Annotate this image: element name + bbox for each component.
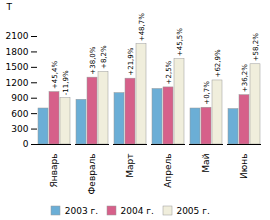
html-text:2004 г.: 2004 г. [120, 205, 154, 216]
svg-text:0: 0 [23, 139, 29, 149]
svg-text:1500: 1500 [6, 62, 29, 72]
svg-text:Т: Т [6, 2, 13, 12]
svg-text:Июнь: Июнь [239, 154, 249, 180]
svg-text:Апрель: Апрель [163, 154, 173, 188]
svg-text:+8,2%: +8,2% [100, 45, 108, 69]
svg-text:900: 900 [11, 93, 28, 103]
svg-text:+36,2%: +36,2% [241, 64, 249, 92]
svg-text:1200: 1200 [6, 78, 29, 88]
svg-text:+38,0%: +38,0% [89, 46, 97, 74]
svg-text:Февраль: Февраль [87, 154, 97, 195]
svg-text:+45,5%: +45,5% [176, 28, 184, 56]
svg-text:Январь: Январь [49, 154, 59, 188]
html-text:2005 г.: 2005 г. [176, 205, 210, 216]
svg-text:+0,7%: +0,7% [203, 81, 211, 105]
svg-text:-11,9%: -11,9% [62, 70, 70, 95]
svg-text:Март: Март [125, 154, 135, 178]
svg-text:300: 300 [11, 124, 28, 134]
svg-text:+21,9%: +21,9% [127, 47, 135, 75]
svg-text:+2,5%: +2,5% [165, 60, 173, 84]
svg-text:600: 600 [11, 109, 28, 119]
svg-text:+48,7%: +48,7% [138, 13, 146, 41]
svg-text:+45,4%: +45,4% [51, 61, 59, 89]
svg-text:2100: 2100 [6, 31, 29, 41]
svg-text:+62,9%: +62,9% [214, 49, 222, 77]
svg-text:+58,2%: +58,2% [252, 33, 260, 61]
svg-text:1800: 1800 [6, 47, 29, 57]
html-text:2003 г.: 2003 г. [64, 205, 99, 216]
svg-text:Май: Май [201, 153, 211, 172]
